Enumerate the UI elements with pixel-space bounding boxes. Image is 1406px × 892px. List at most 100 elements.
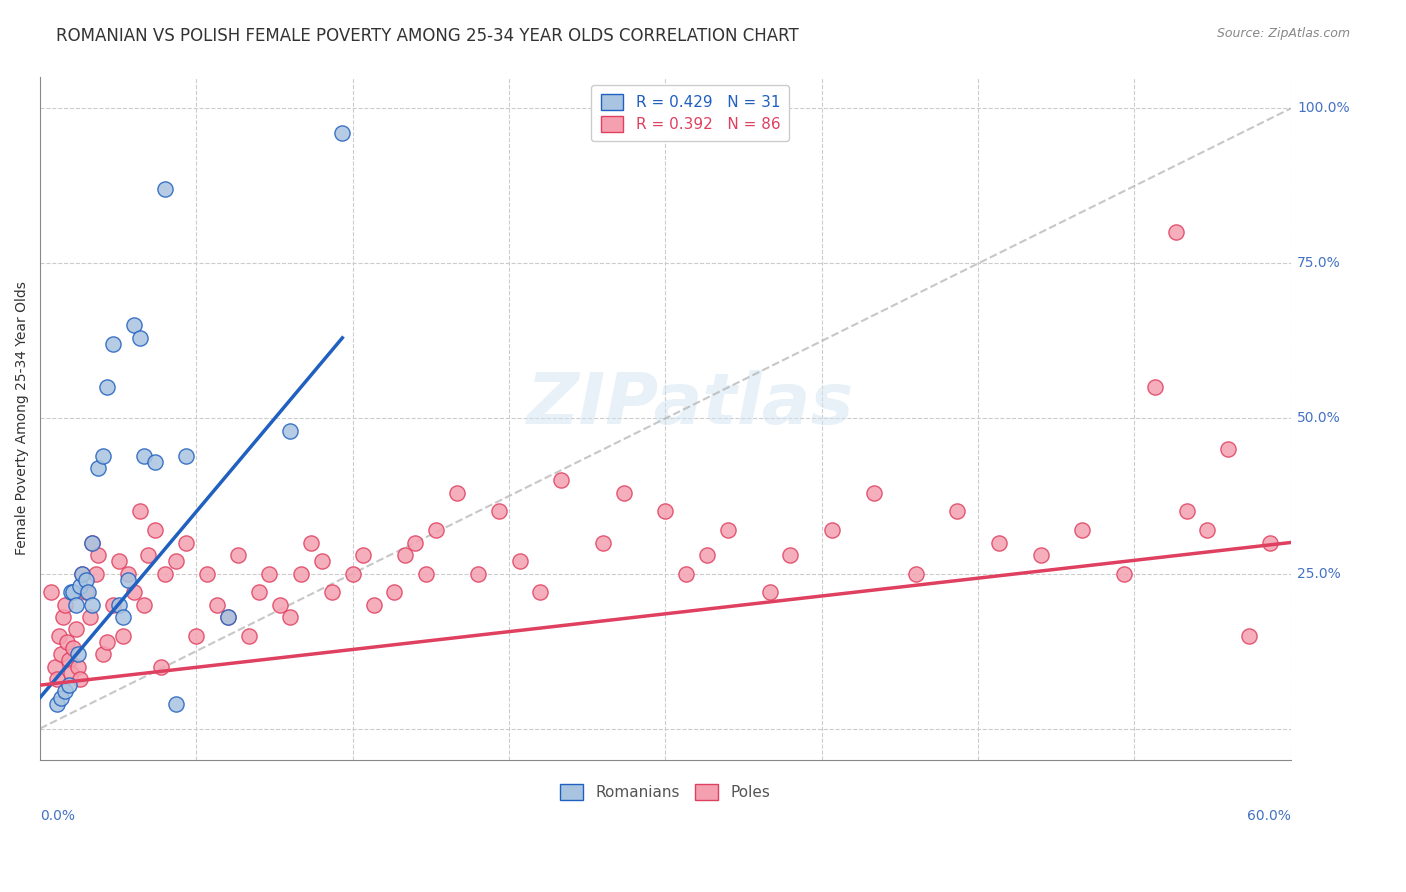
Point <box>82 535 104 549</box>
Point <box>425 523 447 537</box>
Point <box>108 598 131 612</box>
Point <box>101 337 124 351</box>
Point <box>363 598 385 612</box>
Point <box>404 535 426 549</box>
Point <box>299 535 322 549</box>
Point <box>91 647 114 661</box>
Point <box>467 566 489 581</box>
Point <box>62 640 84 655</box>
Point <box>1029 548 1052 562</box>
Point <box>60 585 83 599</box>
Point <box>53 598 76 612</box>
Point <box>75 573 97 587</box>
Point <box>138 548 160 562</box>
Point <box>717 523 740 537</box>
Point <box>49 647 72 661</box>
Text: 50.0%: 50.0% <box>1296 411 1341 425</box>
Point <box>1164 226 1187 240</box>
Point <box>821 523 844 537</box>
Point <box>415 566 437 581</box>
Point <box>1237 628 1260 642</box>
Point <box>654 504 676 518</box>
Point <box>1175 504 1198 518</box>
Point <box>75 585 97 599</box>
Legend: Romanians, Poles: Romanians, Poles <box>554 778 776 806</box>
Point <box>62 585 84 599</box>
Point <box>779 548 801 562</box>
Point <box>65 623 87 637</box>
Point <box>675 566 697 581</box>
Point <box>70 566 93 581</box>
Point <box>488 504 510 518</box>
Point <box>134 449 156 463</box>
Point <box>56 634 79 648</box>
Text: ZIPatlas: ZIPatlas <box>527 370 853 440</box>
Point <box>342 566 364 581</box>
Point <box>58 653 80 667</box>
Text: 25.0%: 25.0% <box>1296 566 1341 581</box>
Point <box>330 126 353 140</box>
Point <box>904 566 927 581</box>
Point <box>39 585 62 599</box>
Point <box>48 628 70 642</box>
Point <box>195 566 218 581</box>
Point <box>129 504 152 518</box>
Point <box>143 455 166 469</box>
Point <box>321 585 343 599</box>
Point <box>150 659 173 673</box>
Point <box>174 449 197 463</box>
Point <box>58 678 80 692</box>
Point <box>613 486 636 500</box>
Point <box>1071 523 1094 537</box>
Y-axis label: Female Poverty Among 25-34 Year Olds: Female Poverty Among 25-34 Year Olds <box>15 282 30 556</box>
Point <box>165 554 187 568</box>
Point <box>45 672 67 686</box>
Point <box>238 628 260 642</box>
Point <box>592 535 614 549</box>
Point <box>129 331 152 345</box>
Point <box>946 504 969 518</box>
Point <box>112 628 135 642</box>
Point <box>1144 380 1167 394</box>
Point <box>79 610 101 624</box>
Point <box>60 665 83 680</box>
Point <box>278 610 301 624</box>
Point <box>1197 523 1219 537</box>
Point <box>758 585 780 599</box>
Point <box>696 548 718 562</box>
Text: 75.0%: 75.0% <box>1296 257 1341 270</box>
Point <box>96 380 118 394</box>
Point <box>509 554 531 568</box>
Point <box>122 318 145 333</box>
Point <box>69 579 91 593</box>
Point <box>1258 535 1281 549</box>
Point <box>529 585 551 599</box>
Text: 0.0%: 0.0% <box>41 809 75 823</box>
Point <box>101 598 124 612</box>
Point <box>86 566 108 581</box>
Point <box>269 598 291 612</box>
Point <box>45 697 67 711</box>
Point <box>863 486 886 500</box>
Point <box>217 610 239 624</box>
Point <box>174 535 197 549</box>
Point <box>226 548 249 562</box>
Point <box>96 634 118 648</box>
Point <box>153 566 176 581</box>
Point <box>143 523 166 537</box>
Point <box>278 424 301 438</box>
Point <box>247 585 270 599</box>
Point <box>53 684 76 698</box>
Text: ROMANIAN VS POLISH FEMALE POVERTY AMONG 25-34 YEAR OLDS CORRELATION CHART: ROMANIAN VS POLISH FEMALE POVERTY AMONG … <box>56 27 799 45</box>
Text: 60.0%: 60.0% <box>1247 809 1291 823</box>
Point <box>134 598 156 612</box>
Point <box>352 548 374 562</box>
Point <box>217 610 239 624</box>
Point <box>52 610 75 624</box>
Point <box>117 566 139 581</box>
Point <box>1218 442 1240 457</box>
Point <box>550 474 572 488</box>
Point <box>77 585 100 599</box>
Point <box>87 461 110 475</box>
Point <box>384 585 406 599</box>
